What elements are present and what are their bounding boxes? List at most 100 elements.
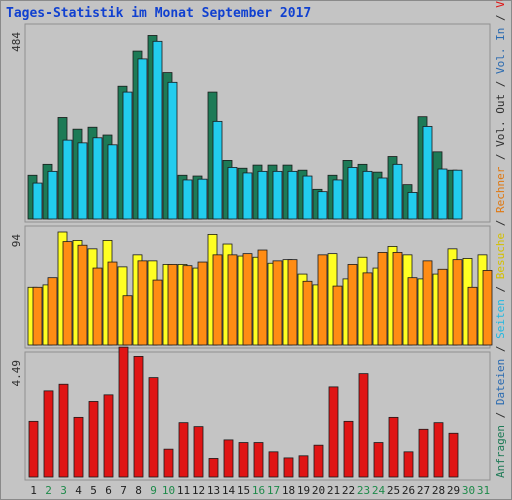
bar-dateien-day-20 <box>317 191 328 220</box>
bar-volumen-day-25 <box>388 416 399 478</box>
bar-volumen-day-24 <box>373 442 384 478</box>
bar-dateien-day-25 <box>392 163 403 220</box>
bar-volumen-day-26 <box>403 451 414 478</box>
panel-middle-ymax-label: 94 <box>10 234 23 248</box>
bar-dateien-day-9 <box>152 40 163 220</box>
bar-volumen-day-4 <box>73 416 84 478</box>
bar-dateien-day-6 <box>107 144 118 220</box>
bar-volumen-day-15 <box>238 442 249 478</box>
bar-volumen-day-13 <box>208 458 219 478</box>
x-tick-label-8: 8 <box>135 484 142 497</box>
bar-volumen-day-5 <box>88 401 99 478</box>
bar-dateien-day-24 <box>377 177 388 220</box>
right-label-part-1: / <box>494 405 507 425</box>
bar-volumen-day-22 <box>343 420 354 478</box>
x-tick-label-31: 31 <box>477 484 490 497</box>
bar-rechner-day-5 <box>92 267 103 346</box>
bar-volumen-day-16 <box>253 442 264 478</box>
x-tick-label-22: 22 <box>342 484 355 497</box>
bar-dateien-day-15 <box>242 172 253 220</box>
x-tick-label-13: 13 <box>207 484 220 497</box>
x-tick-label-12: 12 <box>192 484 205 497</box>
x-tick-label-9: 9 <box>150 484 157 497</box>
right-label-part-11: / <box>494 8 507 28</box>
x-tick-label-11: 11 <box>177 484 190 497</box>
bar-rechner-day-28 <box>437 268 448 346</box>
panel-top-ymax-label: 484 <box>10 32 23 52</box>
right-label-part-6: Besuche <box>494 233 507 279</box>
x-tick-label-20: 20 <box>312 484 325 497</box>
bar-rechner-day-4 <box>77 244 88 346</box>
bar-dateien-day-26 <box>407 192 418 220</box>
x-tick-label-14: 14 <box>222 484 236 497</box>
bar-dateien-day-5 <box>92 137 103 220</box>
bar-rechner-day-15 <box>242 253 253 346</box>
bar-dateien-day-3 <box>62 139 73 220</box>
bar-dateien-day-10 <box>167 81 178 220</box>
bar-volumen-day-12 <box>193 426 204 478</box>
right-legend-label: Anfragen / Dateien / Seiten / Besuche / … <box>494 0 507 478</box>
bar-rechner-day-30 <box>467 286 478 346</box>
panel-top: 484 <box>10 23 491 223</box>
bar-rechner-day-10 <box>167 264 178 346</box>
x-tick-label-30: 30 <box>462 484 475 497</box>
bar-dateien-day-14 <box>227 167 238 220</box>
bar-rechner-day-29 <box>452 259 463 346</box>
bar-rechner-day-23 <box>362 272 373 346</box>
bar-dateien-day-29 <box>452 169 463 220</box>
bar-rechner-day-27 <box>422 260 433 346</box>
bar-dateien-day-21 <box>332 179 343 220</box>
bar-volumen-day-11 <box>178 422 189 478</box>
bar-rechner-day-25 <box>392 252 403 346</box>
x-tick-label-19: 19 <box>297 484 310 497</box>
x-tick-label-17: 17 <box>267 484 280 497</box>
bar-rechner-day-14 <box>227 254 238 346</box>
bar-rechner-day-2 <box>47 277 58 346</box>
bar-volumen-day-21 <box>328 386 339 478</box>
x-tick-label-29: 29 <box>447 484 460 497</box>
x-tick-label-2: 2 <box>45 484 52 497</box>
bar-rechner-day-6 <box>107 261 118 346</box>
x-tick-label-24: 24 <box>372 484 386 497</box>
right-label-part-5: / <box>494 279 507 299</box>
bar-volumen-day-14 <box>223 439 234 478</box>
bar-volumen-day-17 <box>268 451 279 478</box>
right-label-part-8: Rechner <box>494 166 507 213</box>
bar-dateien-day-13 <box>212 120 223 220</box>
bar-rechner-day-22 <box>347 264 358 346</box>
right-label-part-7: / <box>494 213 507 233</box>
bar-volumen-day-7 <box>118 346 129 478</box>
bar-dateien-day-16 <box>257 170 268 220</box>
right-label-part-12: Volumen <box>494 0 507 8</box>
bar-dateien-day-11 <box>182 179 193 220</box>
bar-rechner-day-1 <box>32 286 43 346</box>
x-tick-label-7: 7 <box>120 484 127 497</box>
bar-dateien-day-12 <box>197 178 208 220</box>
bar-volumen-day-23 <box>358 373 369 478</box>
bar-rechner-day-31 <box>482 270 493 346</box>
x-tick-label-18: 18 <box>282 484 295 497</box>
bar-dateien-day-4 <box>77 142 88 220</box>
x-tick-label-25: 25 <box>387 484 400 497</box>
chart-title: Tages-Statistik im Monat September 2017 <box>6 6 312 21</box>
bar-rechner-day-19 <box>302 280 313 346</box>
bar-dateien-day-19 <box>302 175 313 220</box>
x-tick-label-21: 21 <box>327 484 340 497</box>
bar-volumen-day-9 <box>148 377 159 478</box>
bar-volumen-day-20 <box>313 444 324 478</box>
x-tick-label-26: 26 <box>402 484 415 497</box>
x-tick-label-4: 4 <box>75 484 82 497</box>
bar-rechner-day-12 <box>197 261 208 346</box>
bar-volumen-day-8 <box>133 356 144 478</box>
x-tick-label-16: 16 <box>252 484 265 497</box>
bar-rechner-day-7 <box>122 295 133 346</box>
bar-rechner-day-18 <box>287 259 298 346</box>
bar-volumen-day-1 <box>28 420 39 478</box>
right-label-part-0: Anfragen <box>494 425 507 478</box>
bar-volumen-day-2 <box>43 390 54 478</box>
bar-rechner-day-20 <box>317 254 328 346</box>
x-tick-label-1: 1 <box>30 484 37 497</box>
x-tick-label-15: 15 <box>237 484 250 497</box>
